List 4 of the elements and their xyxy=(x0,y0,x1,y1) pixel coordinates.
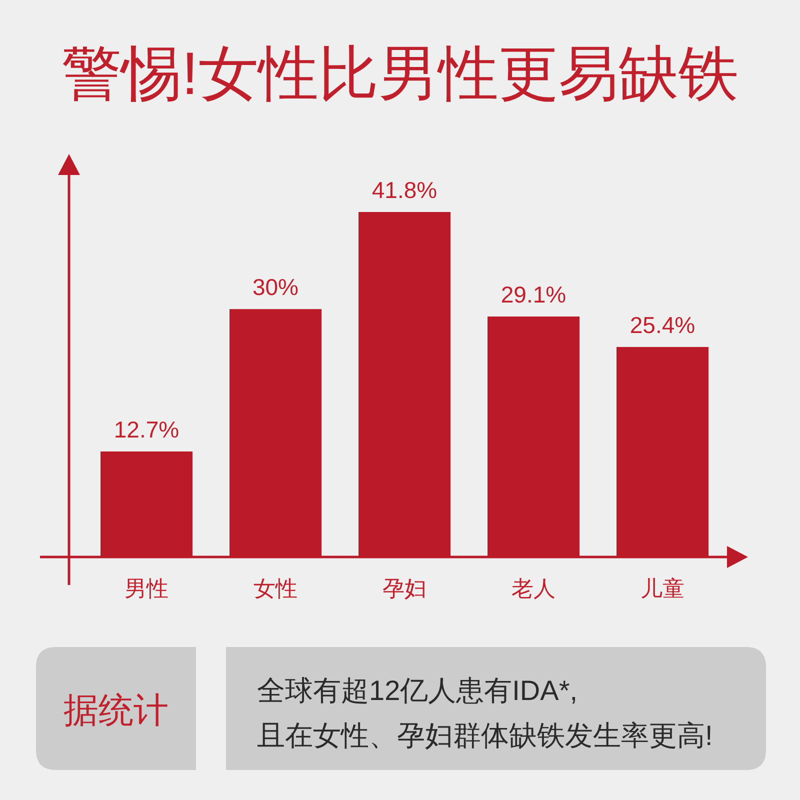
annotation: 且在女性、孕妇群体缺铁发生率更高! xyxy=(257,720,713,751)
annotation: 全球有超12亿人患有IDA*, xyxy=(257,675,578,706)
title: 警惕!女性比男性更易缺铁 xyxy=(62,40,738,107)
annotation: 据统计 xyxy=(64,691,168,730)
